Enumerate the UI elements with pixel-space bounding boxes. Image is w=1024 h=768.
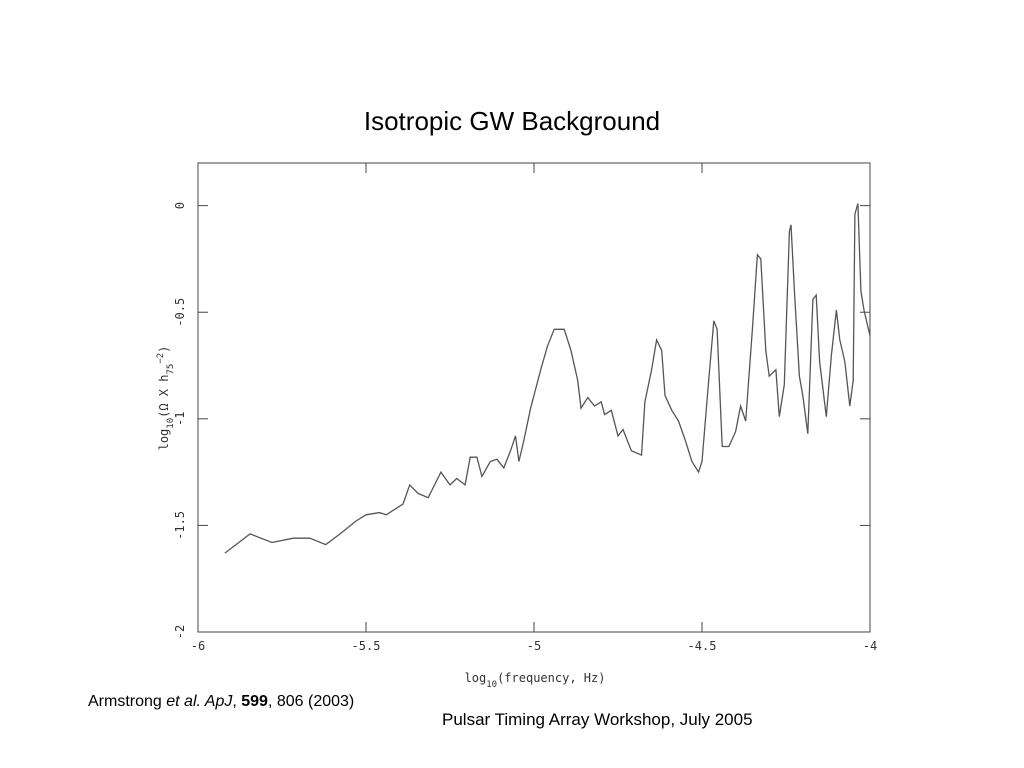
x-tick-label: -6 bbox=[191, 639, 205, 653]
text-part: (Ω X h bbox=[157, 375, 171, 418]
y-tick-label: -1.5 bbox=[173, 511, 187, 540]
text-part: 10 bbox=[166, 418, 176, 429]
text-part: 75 bbox=[166, 364, 176, 375]
y-tick-label: -0.5 bbox=[173, 298, 187, 327]
x-tick-label: -5.5 bbox=[352, 639, 381, 653]
slide-title: Isotropic GW Background bbox=[364, 106, 660, 136]
data-line bbox=[224, 203, 871, 554]
x-tick-label: -5 bbox=[527, 639, 541, 653]
x-tick-label: -4 bbox=[863, 639, 877, 653]
text-part: log bbox=[157, 429, 171, 451]
x-axis-label: log10(frequency, Hz) bbox=[465, 671, 606, 690]
x-tick-label: -4.5 bbox=[688, 639, 717, 653]
citation: Armstrong et al. ApJ, 599, 806 (2003) bbox=[88, 693, 354, 710]
text-part: (frequency, Hz) bbox=[497, 671, 605, 685]
footer: Pulsar Timing Array Workshop, July 2005 bbox=[442, 710, 753, 729]
text-part: 599 bbox=[241, 693, 268, 710]
y-tick-label: 0 bbox=[173, 202, 187, 209]
y-tick-label: -1 bbox=[173, 412, 187, 426]
y-axis-label: log10(Ω X h75−2) bbox=[156, 346, 176, 451]
text-part: , bbox=[232, 693, 241, 710]
text-part: log bbox=[465, 671, 487, 685]
text-part: 10 bbox=[486, 680, 497, 690]
text-part: et al. ApJ bbox=[166, 693, 233, 710]
text-part: , 806 (2003) bbox=[268, 693, 354, 710]
text-part: ) bbox=[157, 346, 171, 353]
text-part: −2 bbox=[156, 353, 166, 364]
y-tick-label: -2 bbox=[173, 625, 187, 639]
text-part: Armstrong bbox=[88, 693, 166, 710]
